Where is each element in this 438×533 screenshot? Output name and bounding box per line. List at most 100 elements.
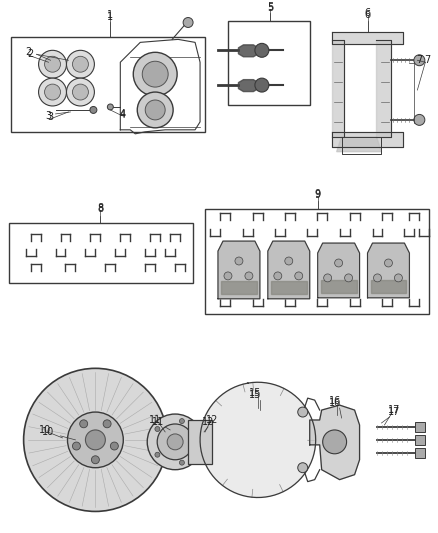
Circle shape: [245, 272, 253, 280]
Polygon shape: [367, 243, 410, 298]
Polygon shape: [371, 280, 406, 293]
Circle shape: [45, 56, 60, 72]
Circle shape: [80, 420, 88, 428]
Text: 3: 3: [47, 112, 53, 122]
Circle shape: [155, 426, 160, 432]
Circle shape: [274, 272, 282, 280]
Text: 15: 15: [249, 390, 261, 400]
Bar: [415, 448, 425, 458]
Circle shape: [142, 61, 168, 87]
Circle shape: [92, 456, 99, 464]
Circle shape: [235, 257, 243, 265]
Text: 7: 7: [424, 55, 431, 65]
Circle shape: [374, 274, 381, 282]
Text: 1: 1: [107, 10, 113, 20]
Text: 2: 2: [25, 47, 32, 58]
Polygon shape: [318, 243, 360, 298]
Polygon shape: [337, 137, 381, 152]
Circle shape: [167, 434, 183, 450]
Bar: [228, 20, 310, 105]
Polygon shape: [332, 132, 403, 147]
Circle shape: [110, 442, 118, 450]
Text: 12: 12: [206, 415, 218, 425]
Text: 10: 10: [42, 427, 55, 437]
Text: 17: 17: [388, 405, 401, 415]
Circle shape: [133, 52, 177, 96]
Circle shape: [67, 78, 95, 106]
Bar: [415, 435, 425, 445]
Circle shape: [155, 452, 160, 457]
Circle shape: [183, 18, 193, 28]
Circle shape: [194, 439, 200, 445]
Polygon shape: [332, 33, 403, 44]
Text: 16: 16: [328, 398, 341, 408]
Circle shape: [324, 274, 332, 282]
Circle shape: [67, 412, 124, 468]
Bar: [188, 420, 212, 464]
Circle shape: [224, 272, 232, 280]
Circle shape: [395, 274, 403, 282]
Text: 6: 6: [364, 10, 371, 20]
Text: 2: 2: [28, 49, 34, 59]
Circle shape: [67, 50, 95, 78]
Text: 5: 5: [267, 2, 273, 12]
Text: 3: 3: [46, 111, 52, 121]
Text: 10: 10: [39, 425, 52, 435]
Text: 6: 6: [364, 7, 371, 18]
Text: 17: 17: [388, 407, 401, 417]
Circle shape: [103, 420, 111, 428]
Text: 15: 15: [249, 388, 261, 398]
Circle shape: [85, 430, 106, 450]
Polygon shape: [218, 241, 260, 299]
Polygon shape: [377, 41, 392, 137]
Circle shape: [385, 259, 392, 267]
Circle shape: [72, 84, 88, 100]
Text: 8: 8: [97, 204, 103, 214]
Text: 12: 12: [202, 417, 214, 427]
Circle shape: [45, 84, 60, 100]
Circle shape: [345, 274, 353, 282]
Text: 9: 9: [314, 190, 321, 200]
Circle shape: [180, 418, 184, 424]
Circle shape: [295, 272, 303, 280]
Text: 1: 1: [107, 12, 113, 21]
Text: 9: 9: [314, 189, 321, 199]
Bar: [205, 209, 429, 314]
Circle shape: [323, 430, 346, 454]
Polygon shape: [268, 241, 310, 299]
Polygon shape: [332, 41, 343, 137]
Circle shape: [72, 442, 81, 450]
Text: 4: 4: [119, 110, 125, 120]
Text: 7: 7: [416, 55, 423, 65]
Circle shape: [255, 43, 269, 57]
Circle shape: [285, 257, 293, 265]
Circle shape: [335, 259, 343, 267]
Text: 5: 5: [267, 3, 273, 13]
Polygon shape: [200, 382, 316, 497]
Polygon shape: [321, 280, 357, 293]
Circle shape: [180, 460, 184, 465]
Text: 11: 11: [152, 417, 164, 427]
Circle shape: [414, 115, 425, 125]
Circle shape: [298, 407, 308, 417]
Circle shape: [157, 424, 193, 460]
Polygon shape: [271, 281, 307, 294]
Circle shape: [107, 104, 113, 110]
Circle shape: [147, 414, 203, 470]
Circle shape: [255, 78, 269, 92]
Circle shape: [137, 92, 173, 128]
Bar: [9, 223, 193, 283]
Bar: [415, 422, 425, 432]
Circle shape: [414, 55, 425, 66]
Circle shape: [39, 50, 67, 78]
Polygon shape: [120, 39, 200, 134]
Circle shape: [90, 107, 97, 114]
Text: 8: 8: [97, 203, 103, 213]
Polygon shape: [221, 281, 257, 294]
Circle shape: [145, 100, 165, 120]
Circle shape: [24, 368, 167, 512]
Circle shape: [72, 56, 88, 72]
Circle shape: [39, 78, 67, 106]
Circle shape: [298, 463, 308, 473]
Bar: [11, 37, 205, 132]
